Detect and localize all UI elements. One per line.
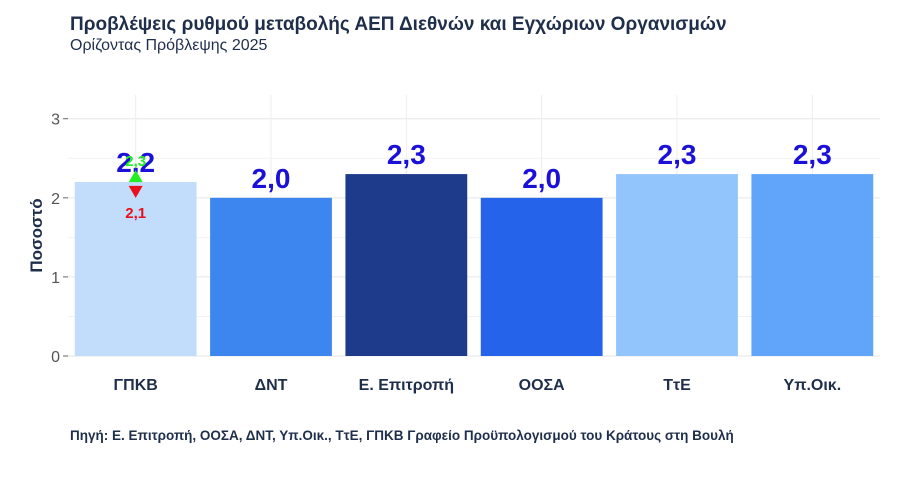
y-tick-label: 1 bbox=[51, 270, 60, 287]
y-tick-label: 3 bbox=[51, 112, 60, 129]
bar-1 bbox=[210, 197, 332, 356]
value-label: 2,3 bbox=[387, 139, 426, 170]
value-label: 2,0 bbox=[252, 163, 291, 194]
value-label: 2,3 bbox=[658, 139, 697, 170]
bar-5 bbox=[751, 174, 874, 356]
category-label: Ε. Επιτροπή bbox=[359, 377, 454, 394]
arrow-down-icon bbox=[128, 185, 143, 198]
category-label: ΔΝΤ bbox=[255, 377, 288, 394]
bar-3 bbox=[480, 197, 603, 356]
y-tick-label: 2 bbox=[51, 191, 60, 208]
bar-2 bbox=[345, 174, 468, 356]
category-label: ΤτΕ bbox=[663, 377, 691, 394]
value-label: 2,3 bbox=[793, 139, 832, 170]
bar-0 bbox=[74, 182, 197, 356]
bars bbox=[74, 174, 874, 356]
category-label: Υπ.Οικ. bbox=[784, 377, 842, 394]
chart-subtitle: Ορίζοντας Πρόβλεψης 2025 bbox=[70, 37, 268, 54]
source-note: Πηγή: Ε. Επιτροπή, ΟΟΣΑ, ΔΝΤ, Υπ.Οικ., Τ… bbox=[70, 428, 734, 443]
y-tick-label: 0 bbox=[51, 349, 60, 366]
annotation-label: 2,1 bbox=[125, 205, 146, 222]
y-axis: 0 1 2 3 Ποσοστό bbox=[27, 112, 68, 366]
chart-title: Προβλέψεις ρυθμού μεταβολής ΑΕΠ Διεθνών … bbox=[70, 14, 727, 35]
bar-4 bbox=[616, 174, 738, 356]
category-label: ΓΠΚΒ bbox=[114, 377, 158, 394]
category-label: ΟΟΣΑ bbox=[519, 377, 565, 394]
value-label: 2,0 bbox=[522, 163, 561, 194]
annotation-label: 2,3 bbox=[125, 153, 146, 170]
y-axis-title: Ποσοστό bbox=[27, 198, 46, 272]
arrow-up-icon bbox=[128, 170, 143, 183]
